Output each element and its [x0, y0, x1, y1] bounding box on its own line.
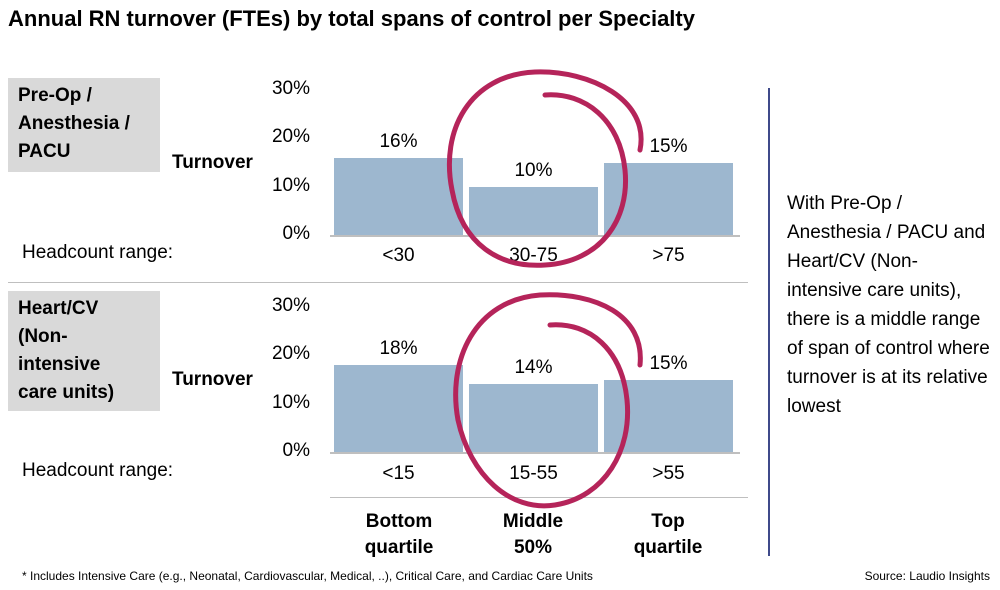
x-axis-label: Headcount range:: [22, 460, 174, 481]
panel-label: Pre-Op / Anesthesia / PACU: [8, 78, 160, 172]
footnote: * Includes Intensive Care (e.g., Neonata…: [22, 569, 593, 583]
x-tick-label: 30-75: [509, 245, 558, 266]
y-tick-label: 20%: [271, 126, 310, 148]
vertical-divider: [768, 88, 770, 556]
x-tick-label: >55: [652, 463, 685, 484]
data-label: 14%: [514, 357, 553, 379]
quartile-label-bottom: Bottom quartile: [364, 511, 434, 558]
bar: [334, 157, 463, 235]
bar: [604, 162, 733, 235]
x-tick-label: <15: [382, 463, 415, 484]
quartile-label-top: Top quartile: [633, 511, 703, 558]
data-label: 16%: [379, 130, 418, 152]
x-tick-label: <30: [382, 245, 415, 266]
bar: [334, 365, 463, 452]
y-tick-label: 0%: [282, 440, 310, 461]
quartile-label-middle: Middle 50%: [502, 511, 564, 558]
y-axis-label: Turnover: [172, 152, 253, 173]
side-note: With Pre-Op / Anesthesia / PACU and Hear…: [787, 193, 990, 417]
bottom-separator: [330, 497, 748, 498]
source-note: Source: Laudio Insights: [864, 569, 990, 583]
panel-label: Heart/CV (Non- intensive care units): [8, 291, 160, 411]
x-axis-baseline: [330, 235, 740, 237]
data-label: 10%: [514, 159, 553, 181]
bar: [469, 384, 598, 452]
chart-title: Annual RN turnover (FTEs) by total spans…: [8, 6, 695, 31]
x-tick-label: 15-55: [509, 463, 558, 484]
x-tick-label: >75: [652, 245, 685, 266]
y-tick-label: 30%: [271, 295, 310, 316]
y-axis-label: Turnover: [172, 369, 253, 390]
y-tick-label: 10%: [271, 391, 310, 413]
data-label: 18%: [379, 338, 418, 359]
bar: [469, 186, 598, 235]
y-tick-label: 30%: [271, 78, 310, 99]
y-tick-label: 0%: [282, 223, 310, 244]
y-tick-label: 10%: [271, 174, 310, 196]
panel-separator: [8, 282, 748, 283]
x-axis-baseline: [330, 452, 740, 454]
data-label: 15%: [649, 135, 688, 157]
data-label: 15%: [649, 352, 688, 374]
bar: [604, 379, 733, 452]
x-axis-label: Headcount range:: [22, 242, 174, 263]
y-tick-label: 20%: [271, 343, 310, 365]
